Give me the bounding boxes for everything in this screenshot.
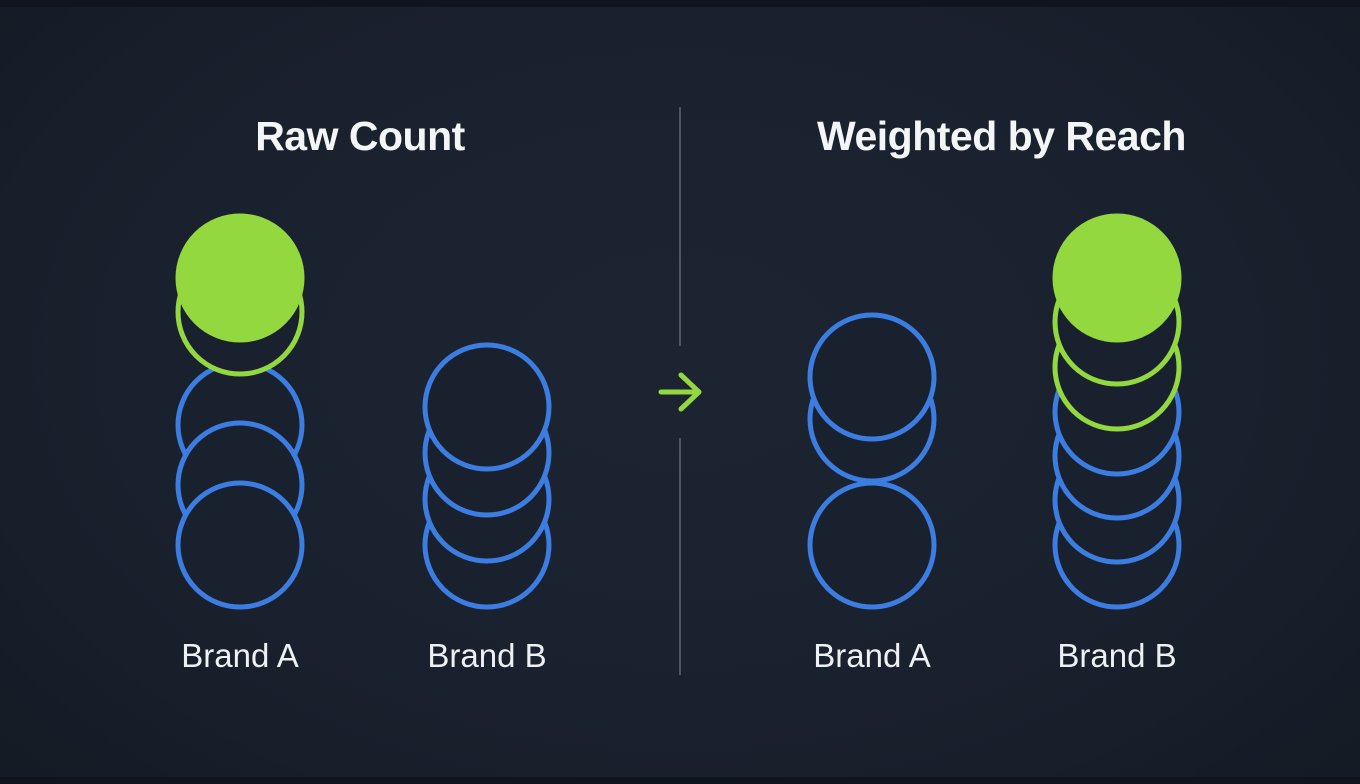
circle-stacks (175, 213, 1182, 610)
weighted-reach-title: Weighted by Reach (817, 113, 1186, 159)
weighted-brand-a-label: Brand A (813, 637, 931, 674)
arrow-right-icon (658, 372, 702, 412)
raw-brand-a-circle-green-filled (175, 213, 305, 343)
weighted-brand-b-circle-green-filled (1052, 213, 1182, 343)
weighted-brand-a-circle-blue-ring (807, 312, 937, 442)
weighted-brand-b-label: Brand B (1057, 637, 1177, 674)
raw-brand-a-label: Brand A (181, 637, 299, 674)
top-edge-band (0, 0, 1360, 7)
weighted-brand-a-circle-blue-ring (807, 480, 937, 610)
bottom-edge-band (0, 777, 1360, 784)
raw-brand-a-circle-blue-ring (175, 480, 305, 610)
raw-count-title: Raw Count (255, 113, 465, 159)
raw-brand-b-label: Brand B (427, 637, 547, 674)
raw-brand-b-circle-blue-ring (422, 342, 552, 472)
